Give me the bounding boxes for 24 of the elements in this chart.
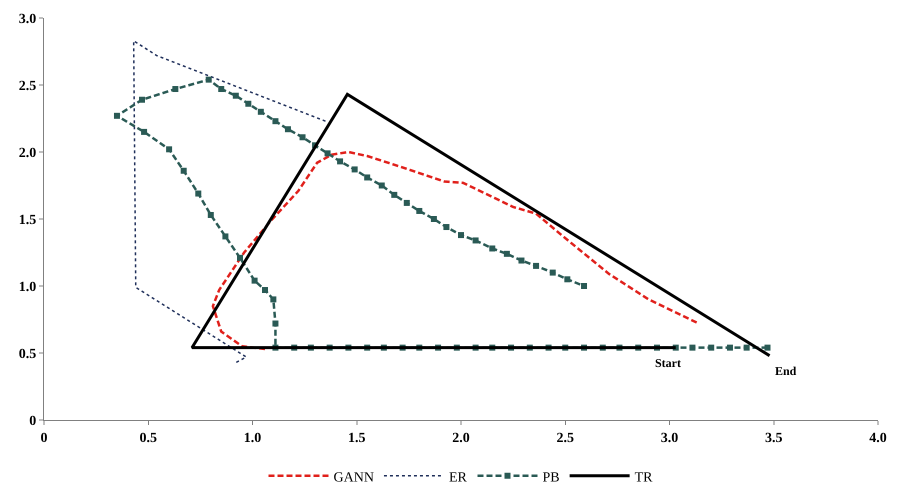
- legend-label: GANN: [334, 470, 374, 486]
- x-tick-label: 2.5: [556, 430, 574, 446]
- legend-label: TR: [634, 470, 654, 486]
- x-tick-label: 0: [40, 430, 48, 446]
- y-tick-label: 0.5: [18, 346, 36, 362]
- line-series: [132, 40, 326, 364]
- y-tick-label: 2.5: [18, 78, 36, 94]
- y-tick-label: 1.5: [18, 212, 36, 228]
- x-tick-label: 3.5: [765, 430, 782, 446]
- x-tick-label: 4.0: [869, 430, 887, 446]
- legend-label: PB: [542, 470, 560, 486]
- x-tick-label: 1.0: [244, 430, 262, 446]
- annotation: End: [775, 364, 797, 378]
- x-tick-label: 3.0: [660, 430, 678, 446]
- x-tick-label: 1.5: [348, 430, 366, 446]
- legend-label: ER: [448, 470, 468, 486]
- x-tick-label: 0.5: [140, 430, 157, 446]
- line-series: [212, 150, 700, 350]
- annotation: Start: [655, 356, 681, 370]
- y-tick-label: 0: [29, 414, 36, 429]
- y-tick-label: 2.0: [18, 146, 36, 161]
- x-tick-label: 2.0: [452, 430, 470, 446]
- y-tick-label: 1.0: [18, 280, 36, 295]
- y-tick-label: 3.0: [18, 12, 36, 27]
